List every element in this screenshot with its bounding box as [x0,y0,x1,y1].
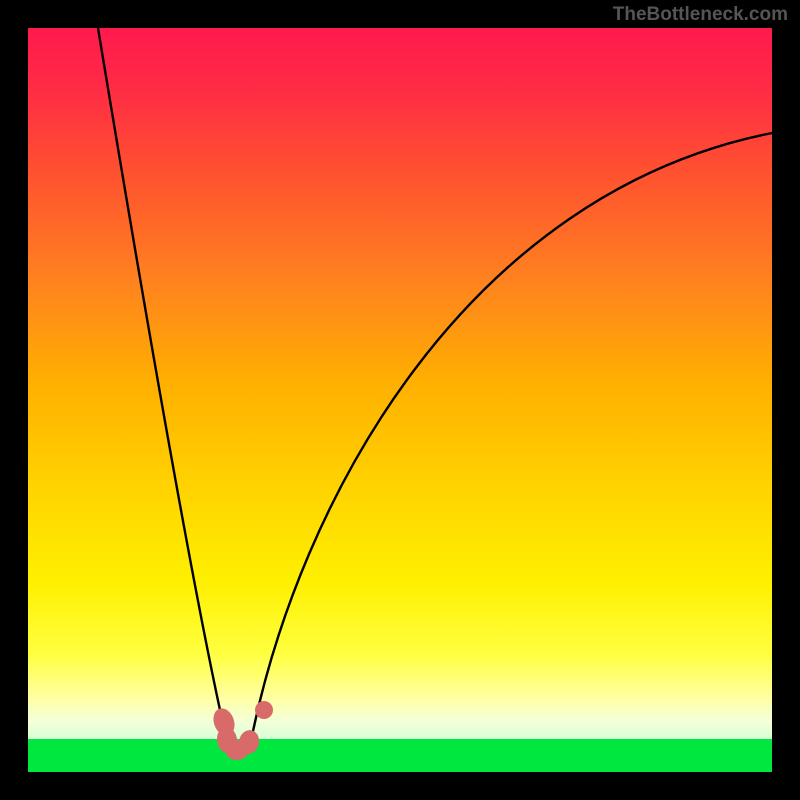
chart-frame: TheBottleneck.com [0,0,800,800]
curve-left [98,28,228,746]
bottleneck-curves [28,28,772,772]
marker-blobs [210,701,273,760]
curve-right [250,133,772,746]
plot-area [28,28,772,772]
marker-blob [255,701,273,719]
watermark-text: TheBottleneck.com [613,4,788,26]
